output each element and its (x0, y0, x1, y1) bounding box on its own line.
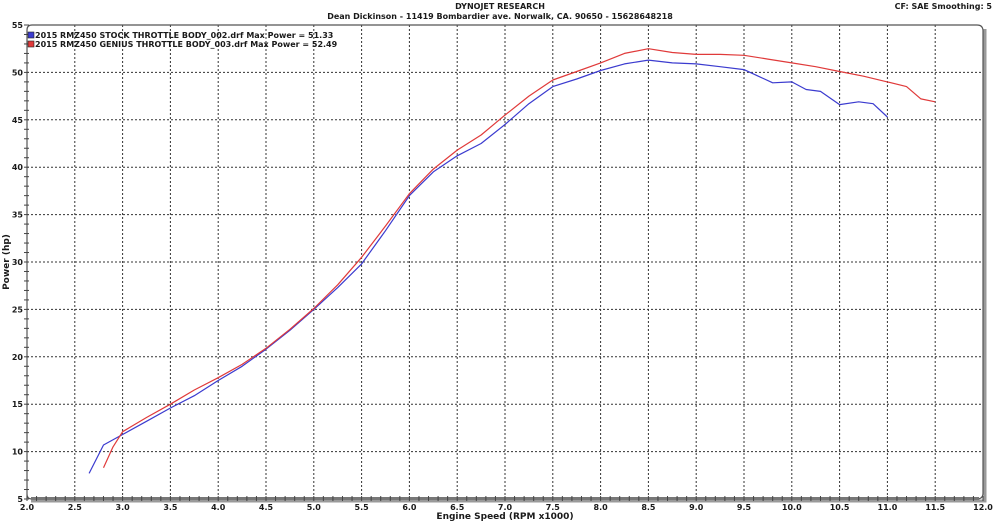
y-tick-label: 45 (12, 116, 24, 125)
legend: 2015 RMZ450 STOCK THROTTLE BODY_002.drf … (27, 31, 338, 49)
y-tick-label: 35 (12, 211, 24, 220)
y-tick-label: 25 (12, 305, 24, 314)
x-axis-label: Engine Speed (RPM x1000) (436, 512, 573, 521)
grid-lines (27, 25, 983, 499)
legend-swatch-genius (27, 40, 35, 48)
stock-power-curve (88, 59, 888, 474)
genius-power-curve (102, 48, 936, 468)
y-tick-label: 50 (12, 68, 24, 77)
x-tick-label: 11.0 (878, 503, 898, 512)
x-tick-label: 2.0 (20, 503, 35, 512)
x-tick-label: 3.5 (163, 503, 178, 512)
y-tick-label: 55 (12, 21, 24, 30)
y-tick-label: 10 (12, 448, 24, 457)
x-tick-label: 11.5 (925, 503, 945, 512)
y-tick-label: 20 (12, 353, 24, 362)
x-tick-label: 10.5 (830, 503, 850, 512)
chart-subtitle: Dean Dickinson - 11419 Bombardier ave. N… (327, 12, 673, 21)
x-tick-label: 4.0 (211, 503, 226, 512)
x-tick-label: 5.5 (355, 503, 370, 512)
y-axis-tick-labels: 5 10 15 20 25 30 35 40 45 50 55 (12, 21, 24, 504)
y-tick-label: 15 (12, 400, 24, 409)
x-tick-label: 3.0 (116, 503, 131, 512)
legend-swatch-stock (27, 31, 35, 39)
x-tick-label: 2.5 (68, 503, 83, 512)
chart-title: DYNOJET RESEARCH (455, 2, 545, 11)
x-tick-label: 7.0 (498, 503, 513, 512)
x-tick-label: 6.5 (450, 503, 465, 512)
x-tick-label: 6.0 (402, 503, 417, 512)
x-tick-label: 8.0 (594, 503, 609, 512)
x-axis-tick-labels: 2.0 2.5 3.0 3.5 4.0 4.5 5.0 5.5 6.0 6.5 7.0 7.5 8.0 8… (20, 503, 993, 512)
x-tick-label: 12.0 (973, 503, 993, 512)
x-tick-label: 9.5 (737, 503, 752, 512)
legend-label-stock: 2015 RMZ450 STOCK THROTTLE BODY_002.drf … (35, 31, 333, 40)
x-tick-label: 10.0 (782, 503, 802, 512)
legend-label-genius: 2015 RMZ450 GENIUS THROTTLE BODY_003.drf… (35, 40, 338, 49)
y-tick-label: 40 (12, 163, 24, 172)
x-tick-label: 8.5 (641, 503, 656, 512)
y-tick-label: 5 (17, 495, 23, 504)
y-axis-label: Power (hp) (2, 234, 12, 290)
y-tick-label: 30 (12, 258, 24, 267)
correction-factor-label: CF: SAE Smoothing: 5 (894, 2, 992, 11)
x-tick-label: 7.5 (546, 503, 561, 512)
data-series (88, 48, 936, 474)
x-tick-label: 5.0 (307, 503, 322, 512)
x-tick-label: 4.5 (259, 503, 274, 512)
frame-shadow (31, 29, 987, 503)
minor-ticks (24, 24, 984, 501)
x-tick-label: 9.0 (689, 503, 704, 512)
